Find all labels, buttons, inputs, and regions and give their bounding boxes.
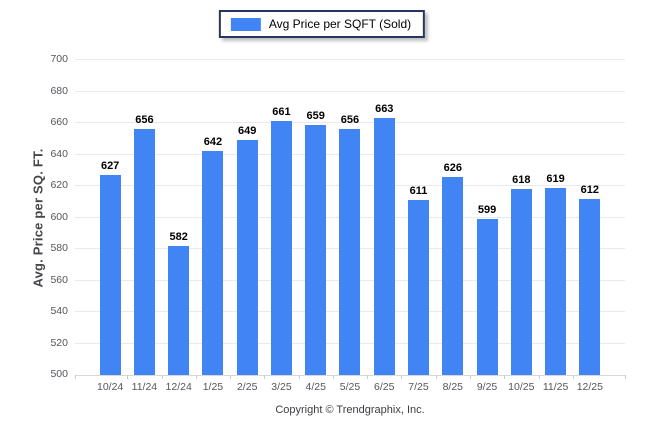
x-axis-tick [538, 375, 540, 379]
bar-slot: 627 [93, 60, 127, 375]
x-tick-label: 2/25 [236, 381, 258, 393]
x-tick-label: 3/25 [271, 381, 292, 393]
x-tick-label: 10/25 [508, 381, 535, 393]
x-tick-label: 6/25 [374, 381, 395, 393]
copyright-text: Copyright © Trendgraphix, Inc. [275, 404, 425, 416]
bar-slot: 656 [127, 60, 161, 375]
x-axis-tick [504, 375, 506, 379]
bar-slot: 661 [264, 60, 298, 375]
bar-slot: 599 [470, 60, 504, 375]
x-tick-label: 11/24 [131, 381, 158, 393]
x-tick-label: 10/24 [96, 381, 124, 393]
legend-swatch-icon [230, 17, 261, 31]
bar-value-label: 659 [306, 109, 325, 122]
bar-value-label: 612 [580, 183, 600, 196]
bar-slot: 612 [573, 60, 607, 375]
x-axis-tick [75, 375, 76, 379]
y-tick-label: 660 [50, 116, 68, 128]
bar-slot: 611 [401, 60, 435, 375]
bar-slot: 663 [367, 60, 401, 375]
x-axis-tick [127, 375, 129, 379]
y-tick-label: 520 [50, 336, 68, 349]
y-tick-label: 500 [50, 368, 68, 380]
bar-value-label: 649 [238, 125, 257, 138]
plot-area: 500 520 540 560 580 600 620 640 660 680 700 627 656 5… [50, 54, 626, 379]
x-axis-tick [195, 375, 197, 379]
x-axis-tick [298, 375, 300, 379]
bar [133, 129, 155, 375]
bar [202, 151, 224, 375]
bar [579, 198, 601, 375]
bar-value-label: 656 [340, 114, 360, 127]
bar [510, 189, 532, 375]
bar [476, 219, 498, 375]
x-tick-label: 12/24 [165, 381, 192, 393]
y-tick-label: 620 [50, 179, 68, 191]
bar [305, 124, 327, 375]
x-axis-tick [264, 375, 266, 379]
y-tick-label: 560 [50, 273, 68, 286]
bar [339, 129, 361, 375]
x-axis-tick [161, 375, 163, 379]
bar-value-label: 661 [272, 106, 291, 119]
x-tick-label: 12/25 [576, 381, 603, 393]
legend-label: Avg Price per SQFT (Sold) [268, 17, 412, 31]
x-axis-tick [435, 375, 437, 379]
bar-value-label: 582 [169, 230, 188, 243]
legend: Avg Price per SQFT (Sold) [218, 10, 426, 38]
y-tick-label: 600 [50, 210, 68, 223]
bar-slot: 659 [299, 60, 333, 375]
bar [408, 200, 430, 375]
bar-slot: 656 [333, 60, 367, 375]
x-axis-tick [572, 375, 574, 379]
bar-value-label: 611 [409, 185, 428, 198]
bars-row: 627 656 582 642 649 661 659 656 663 611 626 599 618 6… [75, 60, 625, 375]
y-tick-label: 640 [50, 147, 68, 160]
x-axis-tick [332, 375, 334, 379]
bar-value-label: 656 [135, 114, 154, 127]
bar-slot: 619 [538, 60, 572, 375]
bar [442, 176, 464, 375]
bar [168, 245, 190, 375]
x-tick-label: 5/25 [339, 381, 361, 393]
x-tick-label: 9/25 [476, 381, 498, 393]
bar [99, 175, 121, 375]
bar-slot: 642 [196, 60, 230, 375]
bar-slot: 618 [504, 60, 538, 375]
x-axis-labels: 10/24 11/24 12/24 1/25 2/25 3/25 4/25 5/25 6/25 7… [75, 381, 625, 393]
bar-value-label: 619 [546, 172, 565, 185]
x-axis-tick [401, 375, 403, 379]
bar-value-label: 618 [512, 174, 531, 187]
x-tick-label: 7/25 [408, 381, 429, 393]
x-axis-tick [469, 375, 471, 379]
x-tick-label: 1/25 [202, 381, 224, 393]
bar-slot: 626 [436, 60, 470, 375]
x-axis-tick [230, 375, 232, 379]
bar-value-label: 663 [375, 103, 394, 116]
gridline [75, 59, 625, 60]
y-tick-label: 580 [50, 242, 68, 254]
x-tick-label: 4/25 [305, 381, 326, 393]
bar-value-label: 599 [477, 204, 497, 217]
bar [236, 140, 258, 375]
bar-slot: 582 [162, 60, 196, 375]
bar [545, 187, 567, 375]
y-tick-label: 680 [50, 84, 68, 97]
gridline [75, 90, 625, 92]
bar-value-label: 642 [203, 136, 223, 149]
bar-value-label: 627 [100, 159, 120, 172]
x-axis-tick [625, 375, 626, 379]
x-axis-tick [367, 375, 369, 379]
x-tick-label: 8/25 [442, 381, 463, 393]
bar [373, 118, 395, 375]
bar-slot: 649 [230, 60, 264, 375]
bar-value-label: 626 [443, 161, 462, 174]
bar [270, 121, 292, 375]
x-tick-label: 11/25 [542, 381, 569, 393]
y-tick-label: 540 [50, 305, 68, 317]
gridline [75, 122, 625, 123]
y-tick-label: 700 [50, 53, 68, 65]
